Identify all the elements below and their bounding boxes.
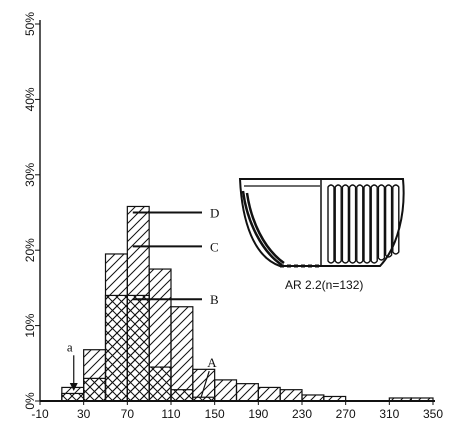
bowl-flute xyxy=(341,184,350,264)
bars-layer xyxy=(61,205,434,402)
annotation-leader xyxy=(200,370,210,398)
histogram-bar-inner xyxy=(83,377,107,402)
histogram-bar xyxy=(192,368,216,402)
histogram-bar-inner xyxy=(170,389,194,402)
x-axis-ticks: -10 30 70 110 150 190 230 270 310 350 xyxy=(31,401,443,421)
x-tick-label: 30 xyxy=(77,407,91,421)
y-tick-label: 0% xyxy=(23,392,37,410)
x-tick-label: 190 xyxy=(248,407,268,421)
histogram-bar-inner xyxy=(104,294,128,402)
histogram-bar-inner xyxy=(126,294,150,402)
y-tick-label: 50% xyxy=(23,12,37,36)
histogram-bar xyxy=(279,389,303,402)
annotation-arrowhead xyxy=(69,383,78,391)
histogram-bar xyxy=(214,379,238,402)
bowl-illustration xyxy=(238,178,405,268)
bowl-flute xyxy=(334,184,342,264)
annotation-label: D xyxy=(210,206,219,221)
histogram-bar xyxy=(170,306,194,402)
histogram-bar-inner xyxy=(148,366,172,402)
inset-caption: AR 2.2(n=132) xyxy=(285,278,363,292)
annotation-label: a xyxy=(67,339,73,354)
histogram-bar xyxy=(235,383,259,402)
bowl-flute xyxy=(377,184,386,261)
bowl-flute xyxy=(370,184,378,264)
annotations-layer: D C B Aa xyxy=(67,206,219,398)
y-tick-label: 30% xyxy=(23,162,37,186)
bowl-flute xyxy=(348,184,357,264)
histogram-bar-inner xyxy=(61,392,85,402)
x-tick-label: 270 xyxy=(336,407,356,421)
bowl-flute xyxy=(327,184,335,264)
histogram-bar xyxy=(257,386,281,402)
x-tick-label: 230 xyxy=(292,407,312,421)
annotation-label: C xyxy=(210,239,219,254)
bowl-flute xyxy=(392,184,400,255)
annotation-label: B xyxy=(210,292,219,307)
y-tick-label: 40% xyxy=(23,87,37,111)
annotation-label: A xyxy=(207,355,217,370)
y-tick-label: 20% xyxy=(23,238,37,262)
x-tick-label: 350 xyxy=(423,407,443,421)
x-tick-label: 150 xyxy=(205,407,225,421)
bowl-flute xyxy=(363,184,371,264)
bowl-flutes xyxy=(327,184,400,264)
x-tick-label: 110 xyxy=(161,407,180,421)
bowl-flute xyxy=(384,184,393,258)
x-tick-label: 310 xyxy=(379,407,399,421)
x-tick-label: 70 xyxy=(121,407,135,421)
bowl-flute xyxy=(356,184,364,264)
bowl-left-shading xyxy=(241,190,285,267)
y-tick-label: 10% xyxy=(23,313,37,337)
y-axis-ticks: 0% 10% 20% 30% 40% 50% xyxy=(23,12,40,410)
x-tick-label: -10 xyxy=(31,407,49,421)
